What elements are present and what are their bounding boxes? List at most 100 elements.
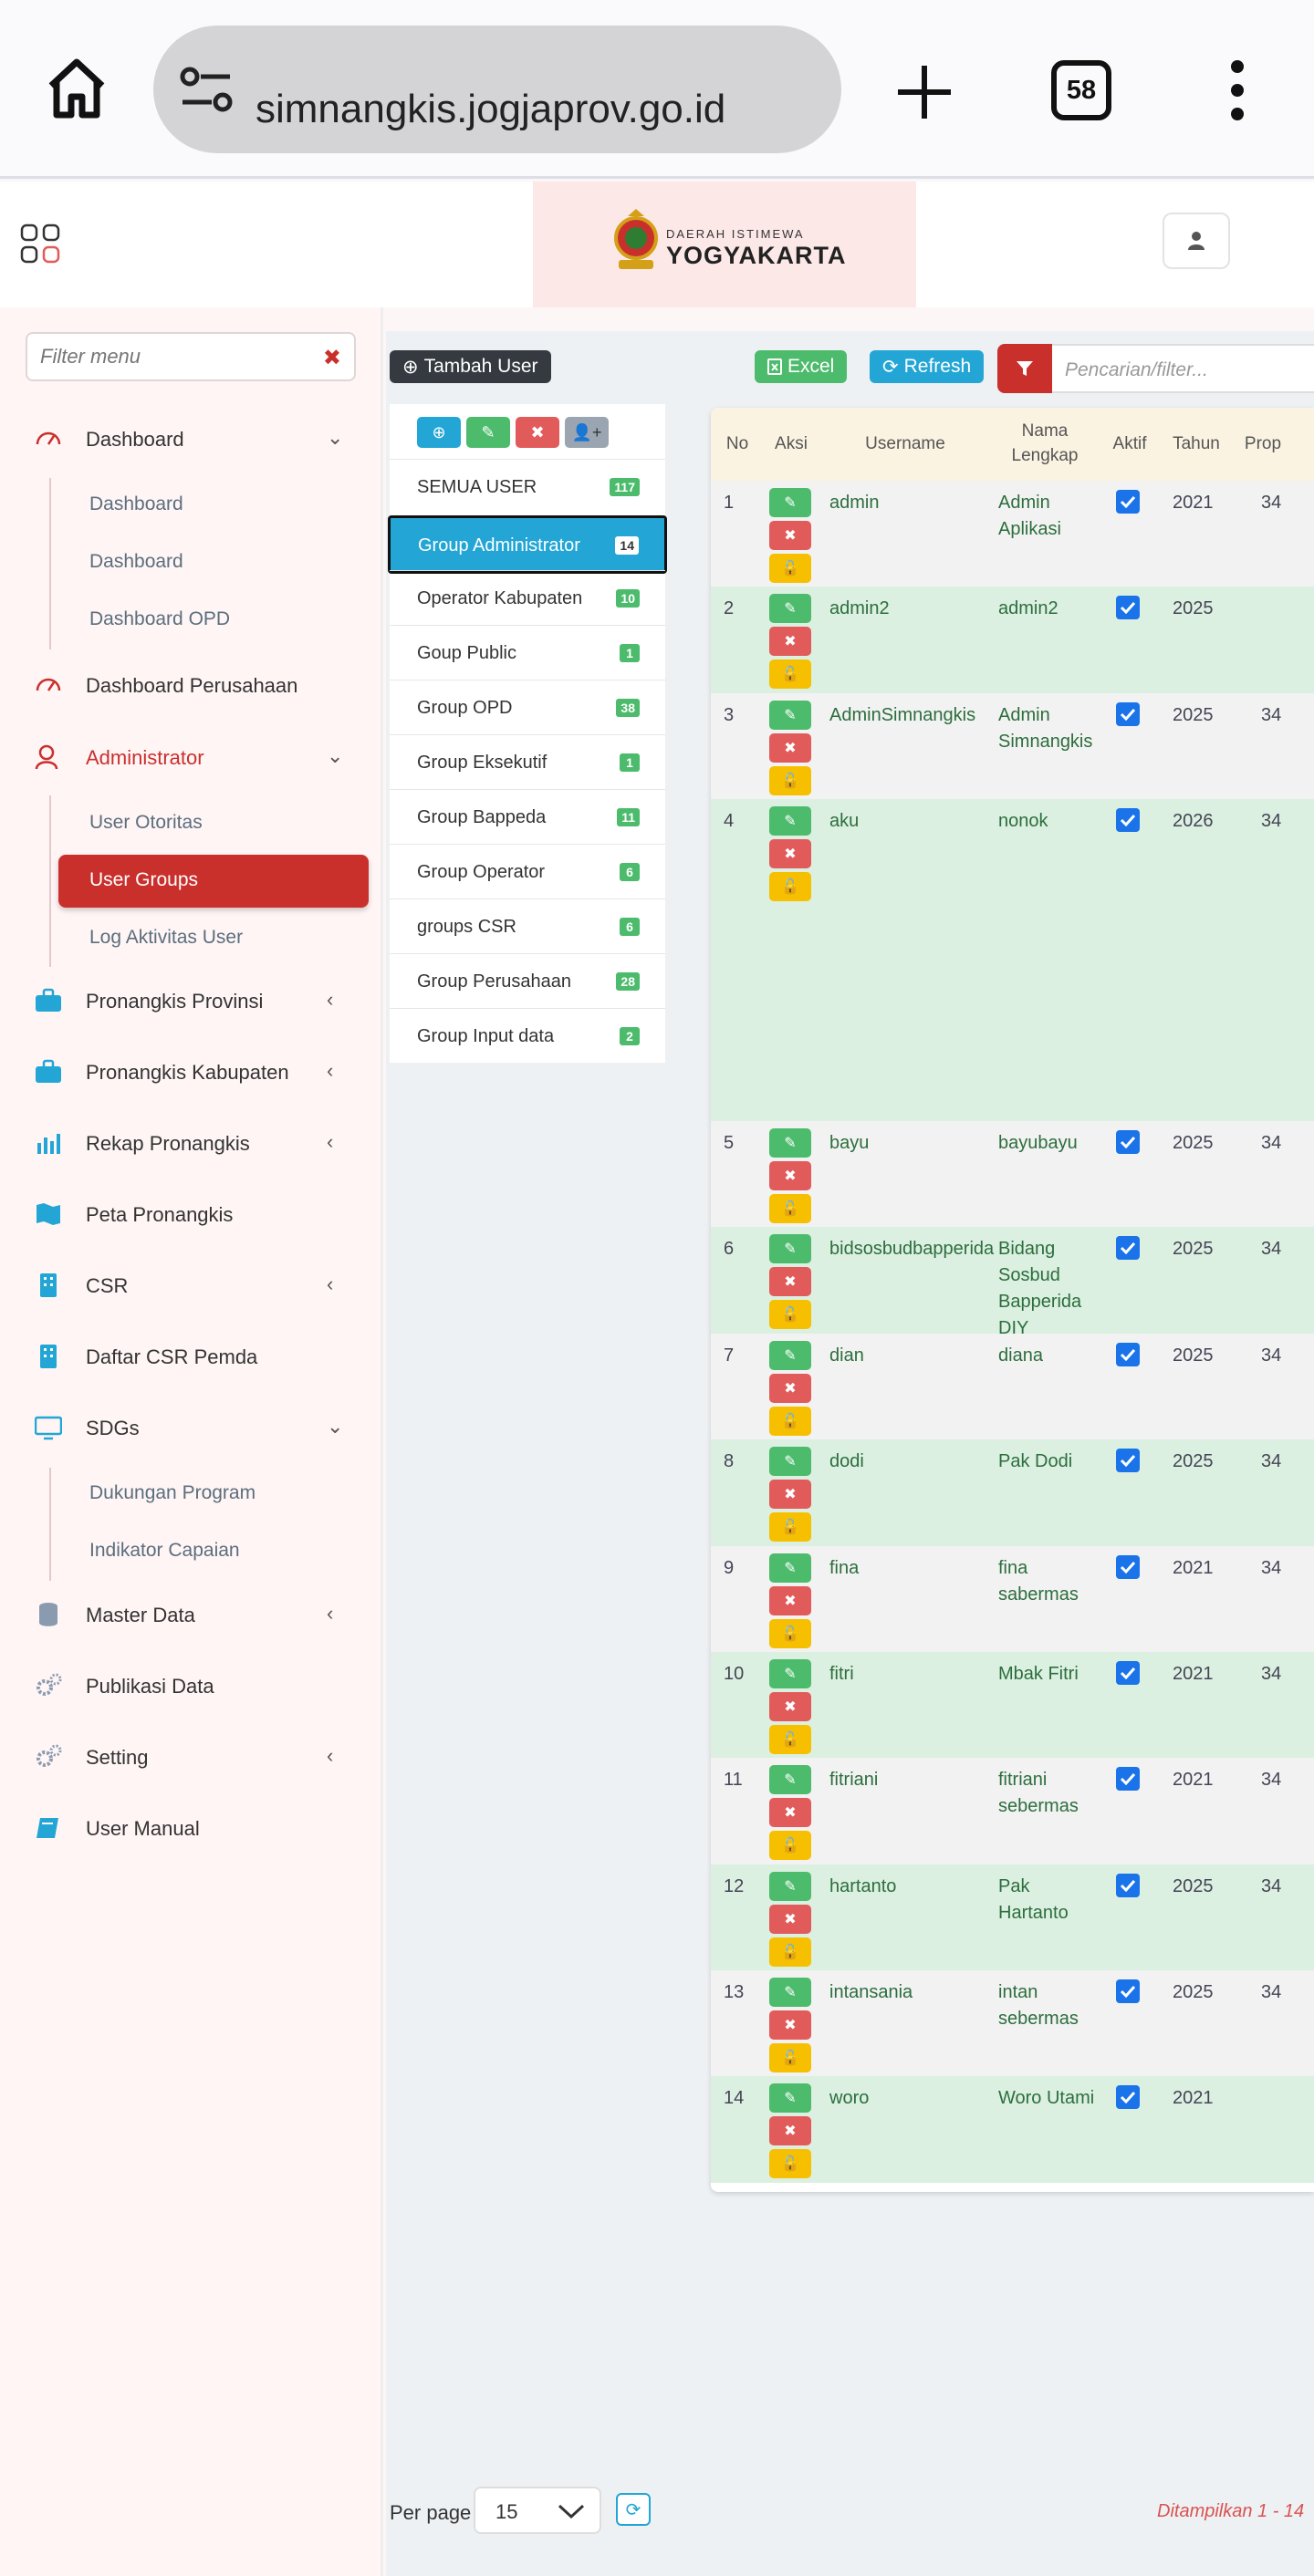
sidebar-item-peta-pronangkis[interactable]: Peta Pronangkis <box>0 1187 383 1241</box>
delete-icon[interactable]: ✖ <box>769 1161 811 1190</box>
unlock-icon[interactable]: 🔓 <box>769 554 811 583</box>
aktif-checkbox[interactable] <box>1116 1874 1140 1897</box>
sidebar-item-csr[interactable]: CSR ‹ <box>0 1258 383 1313</box>
group-item[interactable]: Operator Kabupaten 10 <box>390 570 665 625</box>
delete-icon[interactable]: ✖ <box>769 2010 811 2040</box>
col-prop[interactable]: Prop <box>1244 433 1282 453</box>
add-user-button[interactable]: ⊕ Tambah User <box>390 350 551 383</box>
col-nama[interactable]: Nama Lengkap <box>1011 421 1079 465</box>
unlock-icon[interactable]: 🔓 <box>769 2043 811 2072</box>
delete-icon[interactable]: ✖ <box>769 2116 811 2145</box>
aktif-checkbox[interactable] <box>1116 1767 1140 1791</box>
group-item[interactable]: groups CSR 6 <box>390 898 665 953</box>
unlock-icon[interactable]: 🔓 <box>769 660 811 689</box>
unlock-icon[interactable]: 🔓 <box>769 1300 811 1329</box>
sidebar-item-dashboard-perusahaan[interactable]: Dashboard Perusahaan <box>0 658 383 712</box>
sidebar-item-setting[interactable]: Setting ‹ <box>0 1729 383 1784</box>
site-settings-icon[interactable] <box>179 66 235 113</box>
group-item[interactable]: Group Perusahaan 28 <box>390 953 665 1008</box>
group-item[interactable]: Group Input data 2 <box>390 1008 665 1063</box>
group-item[interactable]: Goup Public 1 <box>390 625 665 680</box>
group-item[interactable]: Group OPD 38 <box>390 680 665 734</box>
edit-icon[interactable]: ✎ <box>769 1765 811 1794</box>
add-group-button[interactable]: ⊕ <box>417 417 461 448</box>
filter-menu-input[interactable] <box>40 345 314 369</box>
aktif-checkbox[interactable] <box>1116 1555 1140 1579</box>
edit-group-button[interactable]: ✎ <box>466 417 510 448</box>
aktif-checkbox[interactable] <box>1116 1236 1140 1260</box>
logo[interactable]: DAERAH ISTIMEWA YOGYAKARTA <box>533 182 916 307</box>
unlock-icon[interactable]: 🔓 <box>769 1937 811 1967</box>
edit-icon[interactable]: ✎ <box>769 1341 811 1370</box>
sidebar-subitem-log-aktivitas[interactable]: Log Aktivitas User <box>89 927 244 948</box>
delete-icon[interactable]: ✖ <box>769 839 811 868</box>
apps-grid-icon[interactable] <box>20 223 60 264</box>
sidebar-item-publikasi-data[interactable]: Publikasi Data <box>0 1658 383 1713</box>
edit-icon[interactable]: ✎ <box>769 701 811 730</box>
delete-group-button[interactable]: ✖ <box>516 417 559 448</box>
sidebar-item-administrator[interactable]: Administrator ⌄ <box>0 730 383 784</box>
unlock-icon[interactable]: 🔓 <box>769 1831 811 1860</box>
sidebar-item-daftar-csr-pemda[interactable]: Daftar CSR Pemda <box>0 1329 383 1384</box>
home-icon[interactable] <box>46 57 108 120</box>
sidebar-subitem-indikator-capaian[interactable]: Indikator Capaian <box>89 1540 240 1561</box>
aktif-checkbox[interactable] <box>1116 702 1140 726</box>
col-tahun[interactable]: Tahun <box>1173 433 1220 453</box>
unlock-icon[interactable]: 🔓 <box>769 1725 811 1754</box>
aktif-checkbox[interactable] <box>1116 1979 1140 2003</box>
excel-button[interactable]: Excel <box>755 350 848 383</box>
delete-icon[interactable]: ✖ <box>769 1267 811 1296</box>
sidebar-item-rekap-pronangkis[interactable]: Rekap Pronangkis ‹ <box>0 1116 383 1170</box>
unlock-icon[interactable]: 🔓 <box>769 1194 811 1223</box>
edit-icon[interactable]: ✎ <box>769 1978 811 2007</box>
user-menu-button[interactable] <box>1163 213 1230 269</box>
edit-icon[interactable]: ✎ <box>769 1553 811 1583</box>
aktif-checkbox[interactable] <box>1116 808 1140 832</box>
unlock-icon[interactable]: 🔓 <box>769 872 811 901</box>
sidebar-item-master-data[interactable]: Master Data ‹ <box>0 1587 383 1642</box>
aktif-checkbox[interactable] <box>1116 1661 1140 1685</box>
edit-icon[interactable]: ✎ <box>769 1447 811 1476</box>
delete-icon[interactable]: ✖ <box>769 1692 811 1721</box>
aktif-checkbox[interactable] <box>1116 1343 1140 1366</box>
aktif-checkbox[interactable] <box>1116 490 1140 514</box>
search-input[interactable]: Pencarian/filter... <box>1052 344 1314 393</box>
aktif-checkbox[interactable] <box>1116 2085 1140 2109</box>
unlock-icon[interactable]: 🔓 <box>769 2149 811 2178</box>
aktif-checkbox[interactable] <box>1116 1449 1140 1472</box>
edit-icon[interactable]: ✎ <box>769 806 811 836</box>
edit-icon[interactable]: ✎ <box>769 1872 811 1901</box>
col-no[interactable]: No <box>725 433 749 453</box>
edit-icon[interactable]: ✎ <box>769 488 811 517</box>
new-tab-icon[interactable] <box>894 62 954 122</box>
more-menu-icon[interactable] <box>1228 60 1246 120</box>
sidebar-subitem-dashboard-opd[interactable]: Dashboard OPD <box>89 608 231 629</box>
group-item[interactable]: Group Administrator 14 <box>388 515 667 574</box>
edit-icon[interactable]: ✎ <box>769 2083 811 2113</box>
refresh-button[interactable]: ⟳ Refresh <box>870 350 985 383</box>
delete-icon[interactable]: ✖ <box>769 1905 811 1934</box>
add-member-button[interactable]: 👤+ <box>565 417 609 448</box>
delete-icon[interactable]: ✖ <box>769 627 811 656</box>
sidebar-subitem-dashboard[interactable]: Dashboard <box>89 493 183 514</box>
delete-icon[interactable]: ✖ <box>769 1586 811 1615</box>
col-username[interactable]: Username <box>865 433 945 453</box>
edit-icon[interactable]: ✎ <box>769 1128 811 1158</box>
aktif-checkbox[interactable] <box>1116 596 1140 619</box>
delete-icon[interactable]: ✖ <box>769 733 811 763</box>
group-item[interactable]: Group Bappeda 11 <box>390 789 665 844</box>
pager-refresh-button[interactable]: ⟳ <box>616 2493 651 2526</box>
tab-switcher-button[interactable]: 58 <box>1051 60 1111 120</box>
col-aktif[interactable]: Aktif <box>1112 433 1147 453</box>
filter-button[interactable] <box>997 344 1052 393</box>
delete-icon[interactable]: ✖ <box>769 1480 811 1509</box>
edit-icon[interactable]: ✎ <box>769 1234 811 1263</box>
delete-icon[interactable]: ✖ <box>769 521 811 550</box>
unlock-icon[interactable]: 🔓 <box>769 1512 811 1542</box>
address-bar[interactable]: simnangkis.jogjaprov.go.id <box>153 26 841 153</box>
sidebar-item-sdgs[interactable]: SDGs ⌄ <box>0 1400 383 1455</box>
sidebar-item-user-manual[interactable]: User Manual <box>0 1801 383 1855</box>
sidebar-subitem-dukungan-program[interactable]: Dukungan Program <box>89 1482 256 1503</box>
edit-icon[interactable]: ✎ <box>769 594 811 623</box>
clear-filter-icon[interactable]: ✖ <box>322 346 341 370</box>
